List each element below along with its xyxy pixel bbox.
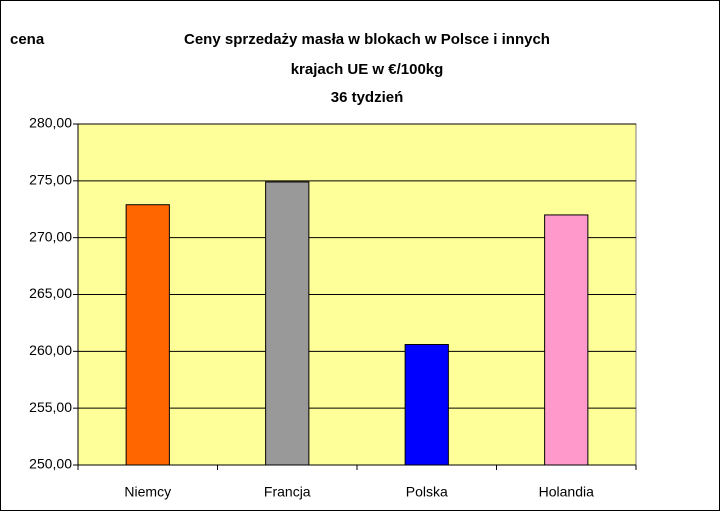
y-tick-label: 265,00 xyxy=(29,285,72,301)
chart-title: Ceny sprzedaży masła w blokach w Polsce … xyxy=(184,31,550,48)
x-tick-label: Niemcy xyxy=(124,484,171,500)
bar xyxy=(125,204,170,466)
y-tick-label: 275,00 xyxy=(29,172,72,188)
y-axis-label: cena xyxy=(10,31,45,48)
x-tick-label: Polska xyxy=(406,484,448,500)
chart-title: 36 tydzień xyxy=(331,89,404,106)
chart-title: krajach UE w €/100kg xyxy=(291,61,444,78)
y-tick-label: 260,00 xyxy=(29,342,72,358)
bar xyxy=(404,344,449,466)
y-tick-label: 255,00 xyxy=(29,399,72,415)
y-tick-label: 280,00 xyxy=(29,115,72,131)
bar xyxy=(544,214,589,466)
y-tick-label: 270,00 xyxy=(29,228,72,244)
y-tick-label: 250,00 xyxy=(29,456,72,472)
x-tick-label: Holandia xyxy=(539,484,594,500)
x-tick-label: Francja xyxy=(264,484,311,500)
bar xyxy=(265,181,310,466)
